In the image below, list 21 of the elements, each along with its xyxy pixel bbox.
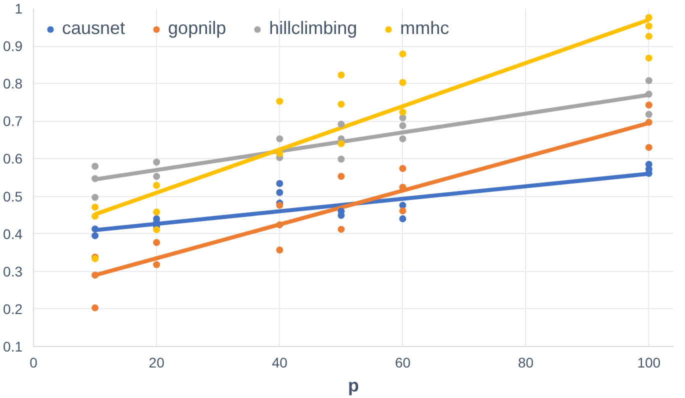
y-tick-label: 0.3 <box>3 263 23 280</box>
x-tick-label: 0 <box>30 354 38 370</box>
y-tick-label: 0.4 <box>3 226 23 242</box>
y-tick-label: 0.8 <box>3 76 23 92</box>
legend-label: mmhc <box>400 18 450 39</box>
legend-label: causnet <box>62 18 126 39</box>
y-tick-label: 0.2 <box>3 300 23 317</box>
x-tick-label: 60 <box>394 354 411 370</box>
x-tick-label: 20 <box>148 354 165 370</box>
y-tick-label: 0.6 <box>3 150 23 167</box>
x-tick-label: 100 <box>637 354 661 370</box>
y-tick-label: 0.7 <box>3 113 23 130</box>
legend-label: gopnilp <box>168 18 226 39</box>
y-tick-label: 0.9 <box>3 38 23 54</box>
x-tick-label: 40 <box>272 354 288 370</box>
y-tick-label: 1 <box>14 0 23 16</box>
legend-label: hillclimbing <box>269 18 358 39</box>
y-tick-label: 0.5 <box>3 188 23 204</box>
x-axis-title: p <box>348 376 359 396</box>
y-tick-label: 0.1 <box>3 338 23 354</box>
x-tick-label: 80 <box>518 354 534 370</box>
